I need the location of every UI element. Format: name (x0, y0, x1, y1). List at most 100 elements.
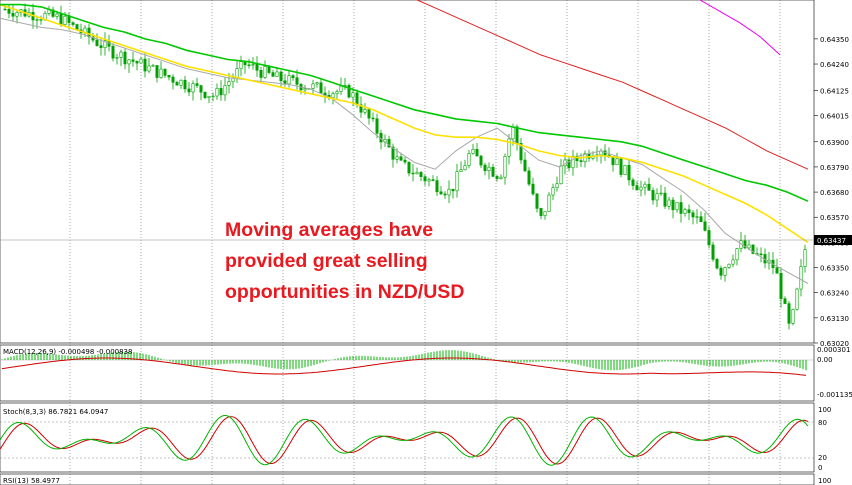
candle-body (211, 95, 215, 98)
candle (271, 69, 275, 77)
candle-body (135, 61, 139, 64)
candle-body (639, 186, 643, 191)
candle (167, 74, 171, 81)
candle-body (427, 179, 431, 182)
candle-body (731, 259, 735, 265)
candle (163, 68, 167, 78)
candle-body (247, 64, 251, 66)
candle-body (675, 202, 679, 211)
candle (195, 77, 199, 89)
candle-body (171, 76, 175, 83)
candle-body (371, 117, 375, 120)
candle (663, 186, 667, 209)
main-panel (0, 0, 815, 344)
candle (207, 95, 211, 104)
moving-average-line (0, 17, 809, 284)
candle (719, 265, 723, 280)
candle (567, 157, 571, 172)
candle-body (355, 92, 359, 106)
moving-average-line (699, 0, 781, 56)
candle (667, 196, 671, 210)
candle-body (131, 59, 135, 62)
candle (527, 167, 531, 187)
candle (659, 184, 663, 196)
candle (223, 77, 227, 102)
candle-body (551, 187, 555, 196)
candle-body (455, 171, 459, 192)
current-price-tag (814, 235, 852, 245)
candle (647, 177, 651, 191)
candle-body (431, 179, 435, 181)
candle (707, 226, 711, 249)
candle (387, 135, 391, 148)
candle-body (347, 85, 351, 98)
candle-body (319, 82, 323, 94)
candle-body (187, 88, 191, 93)
candle-body (419, 172, 423, 177)
candle-body (495, 176, 499, 179)
candle-body (11, 13, 15, 17)
candle (631, 177, 635, 190)
candle-body (435, 180, 439, 193)
candle-body (567, 159, 571, 169)
candle (783, 296, 787, 305)
candle (499, 174, 503, 180)
candle-body (119, 51, 123, 58)
candle-body (795, 288, 799, 310)
candle-body (311, 83, 315, 89)
candle (311, 79, 315, 94)
candle (779, 267, 783, 308)
rsi-tick-100: 100 (818, 477, 831, 485)
candle-body (351, 92, 355, 98)
candle-body (367, 109, 371, 119)
candle-body (67, 15, 71, 23)
candle (111, 43, 115, 62)
stoch-tick-80: 80 (818, 419, 827, 427)
candle-body (507, 138, 511, 157)
candle-body (511, 126, 515, 140)
candle-body (183, 79, 187, 90)
candle-body (719, 267, 723, 276)
candle-body (215, 88, 219, 97)
candle (359, 96, 363, 118)
candle-body (751, 244, 755, 254)
stochastic-series (0, 415, 814, 466)
candle (175, 80, 179, 86)
moving-average-line (415, 0, 809, 170)
candle-body (127, 59, 131, 65)
candle-body (203, 91, 207, 98)
candle (431, 175, 435, 182)
candle (487, 162, 491, 180)
candle (183, 75, 187, 93)
candle-body (359, 104, 363, 113)
candle (263, 60, 267, 79)
candle-body (191, 83, 195, 93)
rsi-label: RSI(13) 58.4977 (3, 477, 60, 485)
candle (11, 5, 15, 22)
candle (695, 209, 699, 224)
candle (247, 58, 251, 69)
candle (715, 257, 719, 270)
macd-tick-bottom: -0.001135 (817, 391, 852, 399)
candle-body (179, 79, 183, 86)
candle-body (111, 45, 115, 59)
candle (671, 197, 675, 219)
candle (463, 159, 467, 171)
candle (151, 63, 155, 67)
candle (15, 9, 19, 24)
candle-body (59, 13, 63, 26)
candle-body (479, 155, 483, 166)
candle-body (167, 75, 171, 78)
candle (335, 89, 339, 100)
candle (179, 79, 183, 89)
moving-average-lines (0, 0, 809, 284)
candle (371, 112, 375, 122)
candle (123, 48, 127, 70)
candle-body (499, 176, 503, 179)
candle (535, 193, 539, 213)
candle (191, 80, 195, 101)
candle-body (423, 176, 427, 182)
candle (795, 287, 799, 311)
candle (787, 301, 791, 330)
candle (483, 162, 487, 176)
